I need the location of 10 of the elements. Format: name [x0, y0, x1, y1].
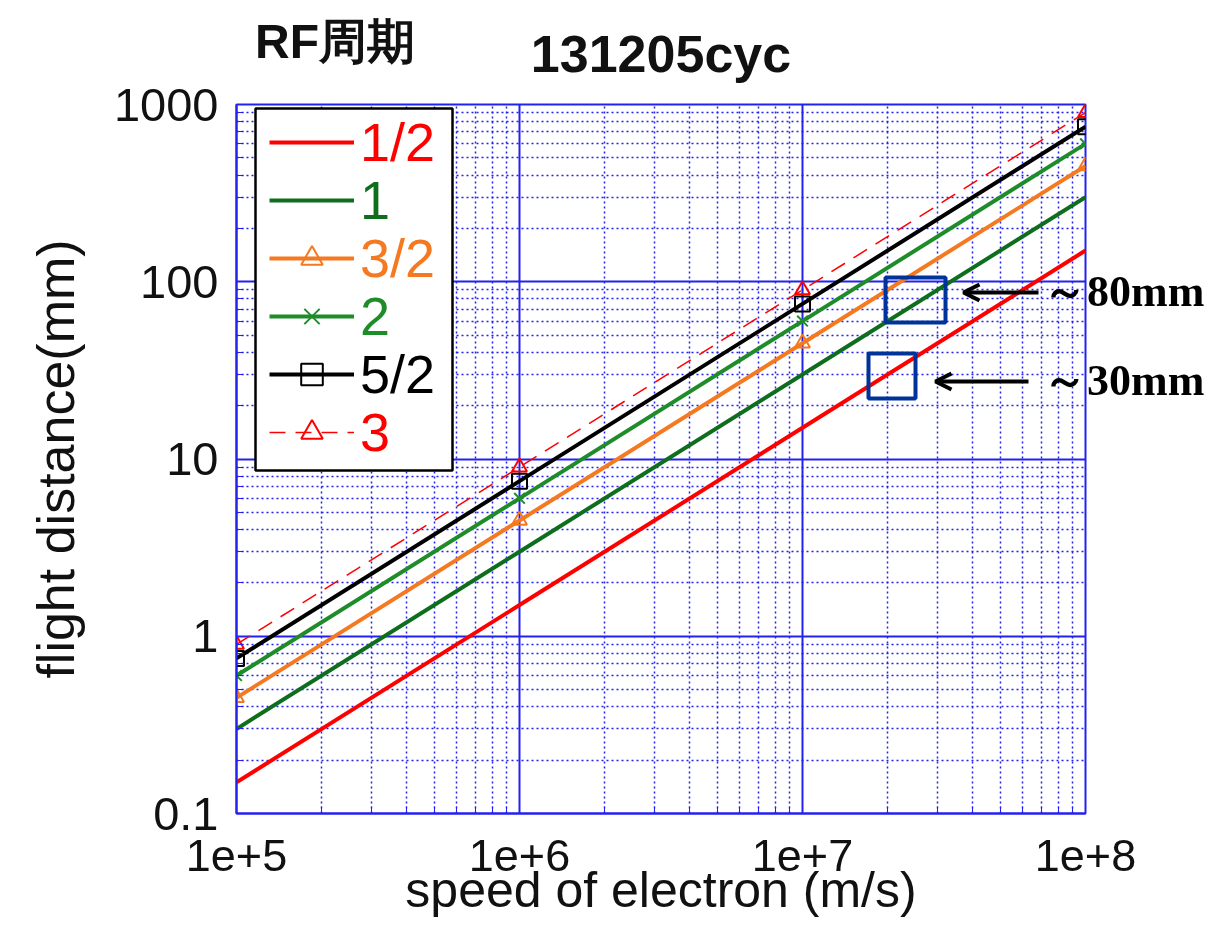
y-axis-title: flight distance(mm): [26, 239, 85, 679]
y-tick-label: 10: [166, 432, 219, 485]
chart-title: 131205cyc: [530, 24, 792, 83]
x-tick-label: 1e+8: [1034, 829, 1137, 881]
y-tick-label: 1000: [113, 77, 219, 131]
annotation: ～80mm: [1043, 265, 1205, 318]
legend-title: RF周期: [255, 14, 415, 71]
annotation: ～30mm: [1043, 354, 1205, 407]
y-tick-label: 1: [192, 609, 219, 663]
y-tick-label: 100: [140, 254, 219, 308]
